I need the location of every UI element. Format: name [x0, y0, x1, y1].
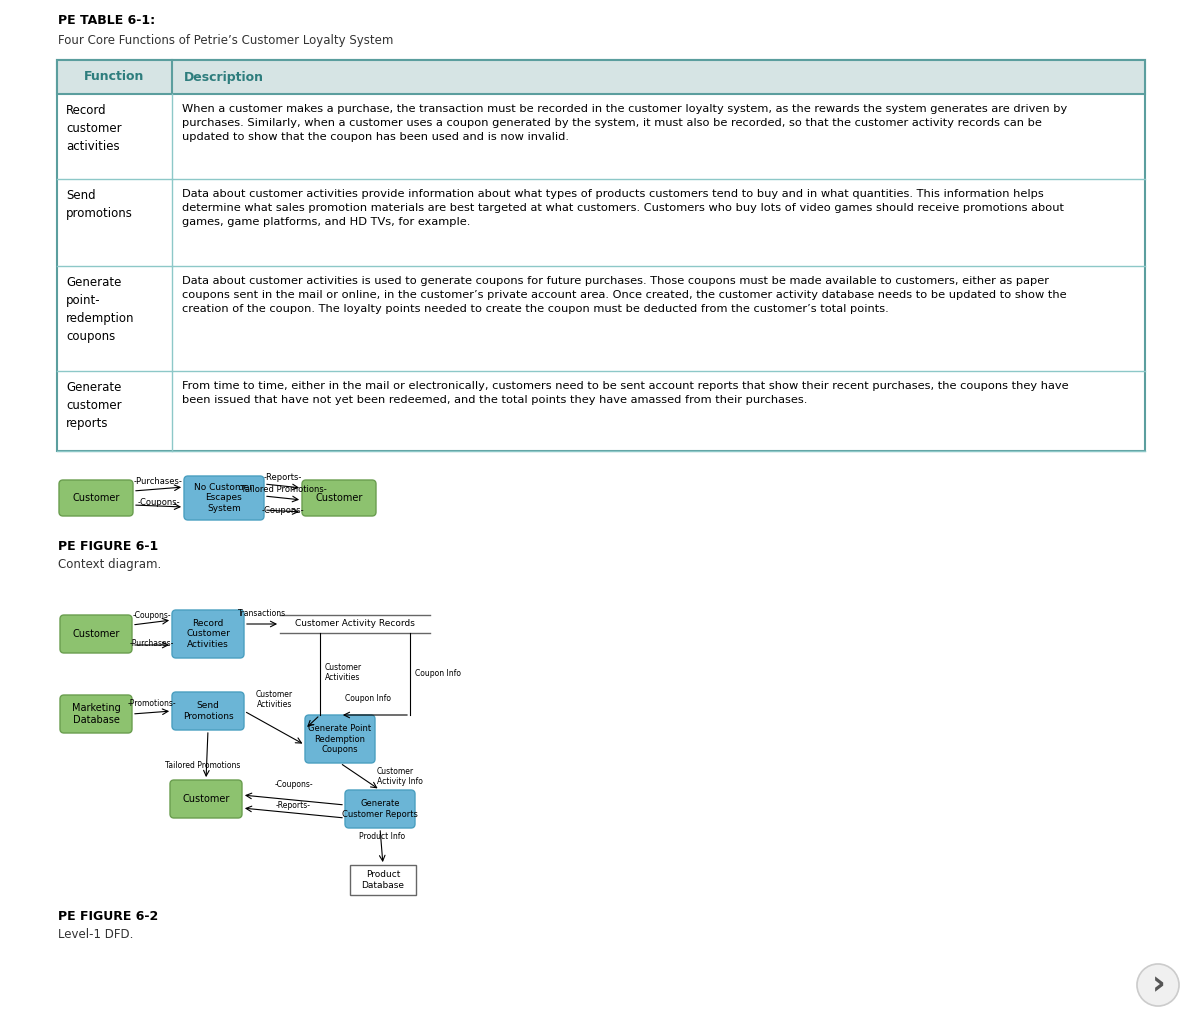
Text: Transactions: Transactions — [238, 609, 286, 618]
Text: Generate
point-
redemption
coupons: Generate point- redemption coupons — [66, 276, 134, 343]
Text: Record
customer
activities: Record customer activities — [66, 104, 121, 153]
Bar — [350, 865, 416, 895]
Text: Customer
Activity Info: Customer Activity Info — [377, 767, 422, 787]
Bar — [58, 60, 1145, 94]
Text: Context diagram.: Context diagram. — [58, 558, 161, 571]
Text: -Reports-: -Reports- — [276, 801, 311, 810]
Text: PE TABLE 6-1:: PE TABLE 6-1: — [58, 14, 155, 27]
FancyBboxPatch shape — [59, 480, 133, 516]
Text: Customer: Customer — [72, 629, 120, 639]
Text: Four Core Functions of Petrie’s Customer Loyalty System: Four Core Functions of Petrie’s Customer… — [58, 34, 394, 47]
Bar — [58, 60, 1145, 451]
Text: Coupon Info: Coupon Info — [346, 694, 391, 703]
FancyBboxPatch shape — [302, 480, 376, 516]
Text: -Promotions-: -Promotions- — [127, 699, 176, 708]
Text: -Purchases-: -Purchases- — [130, 639, 174, 648]
Text: Customer: Customer — [316, 493, 362, 503]
Text: Customer
Activities: Customer Activities — [256, 690, 293, 709]
Text: Data about customer activities provide information about what types of products : Data about customer activities provide i… — [182, 189, 1064, 227]
Text: Send
Promotions: Send Promotions — [182, 701, 233, 721]
Text: Generate
Customer Reports: Generate Customer Reports — [342, 799, 418, 819]
Text: -Coupons-: -Coupons- — [137, 498, 180, 507]
Text: Customer Activity Records: Customer Activity Records — [295, 620, 415, 629]
Text: -Coupons-: -Coupons- — [262, 506, 305, 516]
FancyBboxPatch shape — [170, 780, 242, 818]
FancyBboxPatch shape — [184, 476, 264, 520]
Text: Generate
customer
reports: Generate customer reports — [66, 381, 121, 430]
Text: When a customer makes a purchase, the transaction must be recorded in the custom: When a customer makes a purchase, the tr… — [182, 104, 1067, 142]
Text: PE FIGURE 6-1: PE FIGURE 6-1 — [58, 540, 158, 553]
FancyBboxPatch shape — [60, 695, 132, 733]
FancyBboxPatch shape — [305, 716, 374, 763]
Text: -Coupons-: -Coupons- — [133, 611, 172, 620]
Text: Tailored Promotions: Tailored Promotions — [166, 761, 240, 770]
FancyBboxPatch shape — [346, 790, 415, 828]
Text: PE FIGURE 6-2: PE FIGURE 6-2 — [58, 910, 158, 923]
Text: ›: › — [1152, 968, 1166, 1001]
Text: Send
promotions: Send promotions — [66, 189, 133, 220]
Text: Record
Customer
Activities: Record Customer Activities — [186, 619, 230, 648]
Text: Product
Database: Product Database — [361, 870, 404, 890]
Text: Description: Description — [184, 70, 264, 84]
Text: -Purchases-: -Purchases- — [134, 477, 182, 486]
Text: Generate Point
Redemption
Coupons: Generate Point Redemption Coupons — [308, 724, 372, 754]
Text: From time to time, either in the mail or electronically, customers need to be se: From time to time, either in the mail or… — [182, 381, 1069, 405]
Text: Product Info: Product Info — [359, 832, 406, 841]
Text: -Tailored Promotions-: -Tailored Promotions- — [239, 485, 326, 494]
Text: -Reports-: -Reports- — [264, 473, 302, 483]
Text: Data about customer activities is used to generate coupons for future purchases.: Data about customer activities is used t… — [182, 276, 1067, 314]
Text: -Coupons-: -Coupons- — [274, 780, 313, 789]
Text: Customer
Activities: Customer Activities — [325, 663, 362, 683]
FancyBboxPatch shape — [60, 616, 132, 653]
Text: Customer: Customer — [182, 794, 229, 804]
Text: No Customer
Escapes
System: No Customer Escapes System — [194, 484, 253, 512]
Circle shape — [1138, 964, 1178, 1006]
Text: Level-1 DFD.: Level-1 DFD. — [58, 928, 133, 941]
FancyBboxPatch shape — [172, 610, 244, 658]
Text: Coupon Info: Coupon Info — [415, 669, 461, 678]
Text: Customer: Customer — [72, 493, 120, 503]
Text: Marketing
Database: Marketing Database — [72, 703, 120, 725]
FancyBboxPatch shape — [172, 692, 244, 730]
Text: Function: Function — [84, 70, 145, 84]
